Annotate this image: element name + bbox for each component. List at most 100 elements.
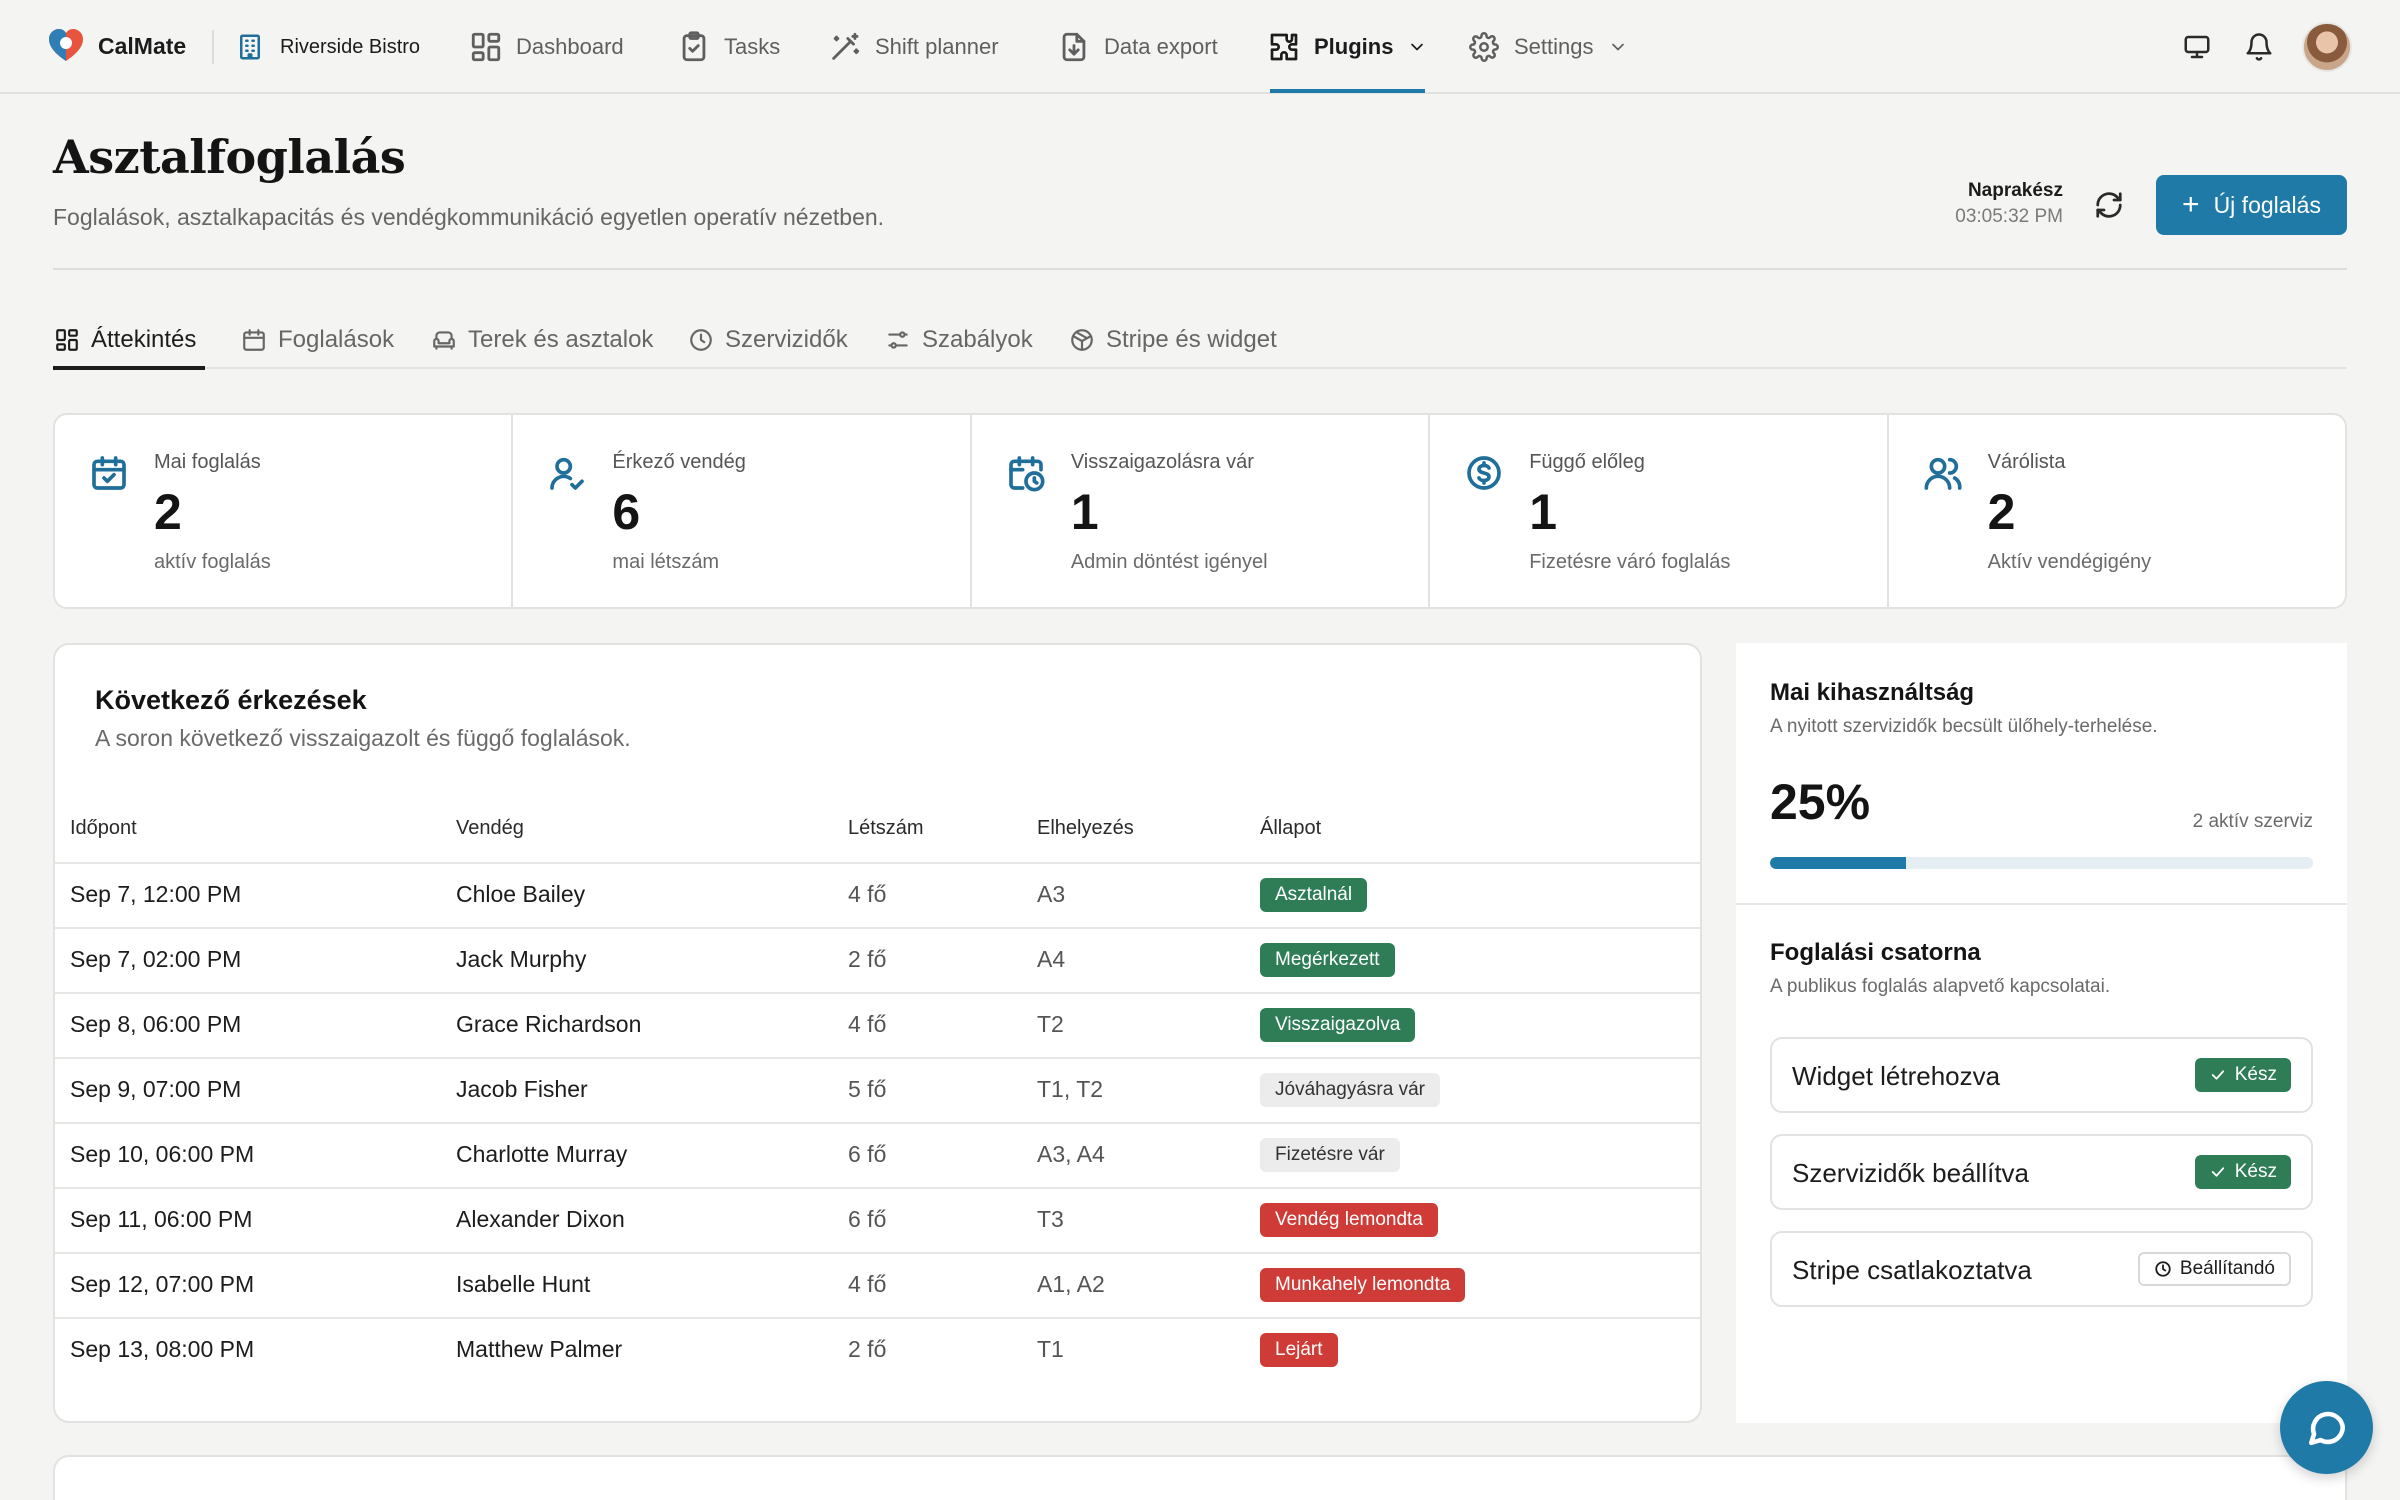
calendar-icon xyxy=(240,326,268,354)
page-title: Asztalfoglalás xyxy=(53,130,406,184)
org-switcher[interactable]: Riverside Bistro xyxy=(232,0,420,94)
brand-logo[interactable]: CalMate xyxy=(46,26,186,66)
chat-bubble-icon xyxy=(2308,1411,2345,1445)
cell-time: Sep 12, 07:00 PM xyxy=(70,1271,255,1297)
cell-party-size: 4 fő xyxy=(848,881,887,907)
tab-service-times-label: Szervizidők xyxy=(725,326,848,353)
check-icon xyxy=(2211,1167,2224,1177)
column-header-party-size[interactable]: Létszám xyxy=(848,817,924,839)
chat-button[interactable] xyxy=(2280,1381,2373,1474)
utilization-title: Mai kihasználtság xyxy=(1770,679,1975,706)
status-badge: Asztalnál xyxy=(1260,878,1368,912)
gear-icon xyxy=(1466,29,1502,65)
utilization-progress-bar xyxy=(1770,857,2313,869)
tab-overview-label: Áttekintés xyxy=(91,326,197,353)
status-badge-text: Beállítandó xyxy=(2179,1258,2275,1279)
stat-value: 6 xyxy=(612,484,641,540)
building-icon xyxy=(232,29,268,65)
tab-bookings-label: Foglalások xyxy=(278,326,395,353)
nav-dashboard[interactable]: Dashboard xyxy=(468,0,624,94)
package-icon xyxy=(1068,326,1096,354)
nav-settings[interactable]: Settings xyxy=(1466,0,1628,94)
dollar-circle-icon xyxy=(1464,453,1504,493)
user-check-icon xyxy=(547,453,587,493)
grid-icon xyxy=(53,326,81,354)
nav-settings-label: Settings xyxy=(1514,34,1594,59)
checklist-item-service-times[interactable]: Szervizidők beállítva Kész xyxy=(1770,1134,2313,1210)
table-row[interactable]: Sep 10, 06:00 PM Charlotte Murray 6 fő A… xyxy=(55,1122,1700,1187)
stat-value: 2 xyxy=(1987,484,2016,540)
cell-guest: Charlotte Murray xyxy=(456,1141,628,1167)
stat-label: Várólista xyxy=(1987,451,2066,473)
status-badge: Visszaigazolva xyxy=(1260,1008,1416,1042)
tab-spaces-tables[interactable]: Terek és asztalok xyxy=(430,318,653,362)
tab-spaces-tables-label: Terek és asztalok xyxy=(468,326,654,353)
table-row[interactable]: Sep 7, 02:00 PM Jack Murphy 2 fő A4 Megé… xyxy=(55,927,1700,992)
cell-placement: T2 xyxy=(1037,1011,1064,1037)
tab-stripe-widget-label: Stripe és widget xyxy=(1106,326,1277,353)
page-subtitle: Foglalások, asztalkapacitás és vendégkom… xyxy=(53,204,885,230)
nav-tasks[interactable]: Tasks xyxy=(676,0,780,94)
stat-card-arriving-guests: Érkező vendég 6 mai létszám xyxy=(513,415,972,607)
nav-shift-planner[interactable]: Shift planner xyxy=(827,0,999,94)
stat-description: mai létszám xyxy=(612,551,720,573)
refresh-button[interactable] xyxy=(2092,188,2126,222)
tab-service-times[interactable]: Szervizidők xyxy=(687,318,848,362)
card-title: Következő érkezések xyxy=(95,685,367,715)
column-header-status[interactable]: Állapot xyxy=(1260,817,1322,839)
tab-bookings[interactable]: Foglalások xyxy=(240,318,394,362)
notifications-button[interactable] xyxy=(2242,30,2276,64)
status-badge: Munkahely lemondta xyxy=(1260,1268,1466,1302)
panel-divider xyxy=(1736,903,2347,905)
chevron-down-icon xyxy=(1411,43,1424,51)
table-row[interactable]: Sep 13, 08:00 PM Matthew Palmer 2 fő T1 … xyxy=(55,1317,1700,1382)
tab-rules-label: Szabályok xyxy=(922,326,1033,353)
status-badge: Vendég lemondta xyxy=(1260,1203,1438,1237)
cell-party-size: 2 fő xyxy=(848,1336,887,1362)
stat-value: 1 xyxy=(1529,484,1558,540)
cell-party-size: 6 fő xyxy=(848,1141,887,1167)
nav-plugins[interactable]: Plugins xyxy=(1266,0,1427,94)
avatar[interactable] xyxy=(2302,22,2352,72)
table-row[interactable]: Sep 11, 06:00 PM Alexander Dixon 6 fő T3… xyxy=(55,1187,1700,1252)
table-row[interactable]: Sep 12, 07:00 PM Isabelle Hunt 4 fő A1, … xyxy=(55,1252,1700,1317)
column-header-guest[interactable]: Vendég xyxy=(456,817,524,839)
sofa-icon xyxy=(430,326,458,354)
cell-time: Sep 9, 07:00 PM xyxy=(70,1076,242,1102)
cell-placement: T1, T2 xyxy=(1037,1076,1104,1102)
cell-guest: Alexander Dixon xyxy=(456,1206,625,1232)
brand-name: CalMate xyxy=(98,32,187,59)
refresh-icon xyxy=(2096,192,2122,218)
table-row[interactable]: Sep 8, 06:00 PM Grace Richardson 4 fő T2… xyxy=(55,992,1700,1057)
chevron-down-icon xyxy=(1611,43,1624,51)
status-badge-text: Kész xyxy=(2234,1064,2277,1085)
checklist-item-widget[interactable]: Widget létrehozva Kész xyxy=(1770,1037,2313,1113)
new-booking-button[interactable]: + Új foglalás xyxy=(2156,175,2347,235)
tab-stripe-widget[interactable]: Stripe és widget xyxy=(1068,318,1277,362)
cell-party-size: 4 fő xyxy=(848,1271,887,1297)
cell-guest: Isabelle Hunt xyxy=(456,1271,591,1297)
tab-rules[interactable]: Szabályok xyxy=(884,318,1033,362)
stat-value: 1 xyxy=(1070,484,1099,540)
bell-icon xyxy=(2246,33,2272,61)
table-row[interactable]: Sep 7, 12:00 PM Chloe Bailey 4 fő A3 Asz… xyxy=(55,862,1700,927)
active-services-count: 2 aktív szerviz xyxy=(2192,811,2313,832)
checklist-item-stripe[interactable]: Stripe csatlakoztatva Beállítandó xyxy=(1770,1231,2313,1307)
top-navigation: CalMate Riverside Bistro Dashboard Tasks… xyxy=(0,0,2400,94)
cell-party-size: 4 fő xyxy=(848,1011,887,1037)
side-panel: Mai kihasználtság A nyitott szervizidők … xyxy=(1736,643,2347,1423)
magic-wand-icon xyxy=(827,29,863,65)
nav-divider xyxy=(212,30,214,64)
table-row[interactable]: Sep 9, 07:00 PM Jacob Fisher 5 fő T1, T2… xyxy=(55,1057,1700,1122)
column-header-placement[interactable]: Elhelyezés xyxy=(1037,817,1134,839)
tab-overview[interactable]: Áttekintés xyxy=(53,318,196,362)
cell-guest: Matthew Palmer xyxy=(456,1336,623,1362)
stat-label: Visszaigazolásra vár xyxy=(1070,451,1254,473)
nav-data-export[interactable]: Data export xyxy=(1056,0,1218,94)
nav-shift-planner-label: Shift planner xyxy=(875,34,999,59)
stat-card-pending-deposit: Függő előleg 1 Fizetésre váró foglalás xyxy=(1430,415,1889,607)
cell-placement: A1, A2 xyxy=(1037,1271,1105,1297)
monitor-button[interactable] xyxy=(2180,30,2214,64)
column-header-time[interactable]: Időpont xyxy=(70,817,137,839)
status-badge: Kész xyxy=(2194,1058,2291,1092)
